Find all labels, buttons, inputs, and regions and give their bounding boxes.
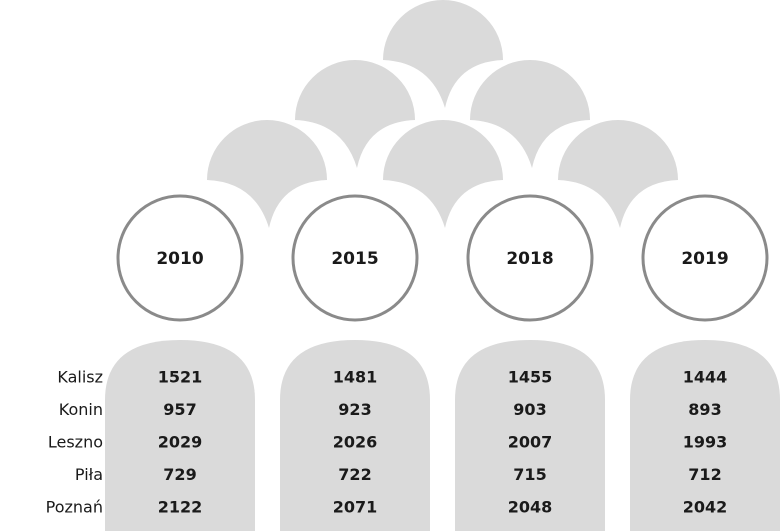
year-label: 2015	[331, 249, 378, 269]
cell-value: 729	[163, 465, 196, 484]
page: 2010 2015 2018 2019 Kalisz 1521 1481 1455 1444 Ko…	[0, 0, 781, 531]
row-label: Piła	[75, 465, 103, 484]
year-label: 2010	[156, 249, 203, 269]
cell-value: 1993	[683, 433, 728, 452]
year-label: 2019	[681, 249, 728, 269]
cell-value: 1444	[683, 368, 728, 387]
cell-value: 2029	[158, 433, 203, 452]
row-label: Konin	[59, 400, 103, 419]
cell-value: 1521	[158, 368, 203, 387]
scallop	[383, 120, 503, 228]
cell-value: 722	[338, 465, 371, 484]
cell-value: 715	[513, 465, 546, 484]
cell-value: 957	[163, 400, 196, 419]
decoration	[207, 0, 678, 228]
row-label: Kalisz	[57, 368, 103, 387]
scallop	[207, 120, 327, 228]
cell-value: 712	[688, 465, 721, 484]
cell-value: 2007	[508, 433, 553, 452]
row-label: Leszno	[48, 433, 103, 452]
cell-value: 2048	[508, 498, 553, 517]
cell-value: 2122	[158, 498, 203, 517]
cell-value: 1481	[333, 368, 378, 387]
scallop	[558, 120, 678, 228]
cell-value: 1455	[508, 368, 553, 387]
cell-value: 903	[513, 400, 546, 419]
cell-value: 893	[688, 400, 721, 419]
cell-value: 923	[338, 400, 371, 419]
cell-value: 2042	[683, 498, 728, 517]
row-label: Poznań	[46, 498, 103, 517]
infographic: 2010 2015 2018 2019 Kalisz 1521 1481 1455 1444 Ko…	[0, 0, 781, 531]
cell-value: 2026	[333, 433, 378, 452]
year-label: 2018	[506, 249, 553, 269]
cell-value: 2071	[333, 498, 378, 517]
